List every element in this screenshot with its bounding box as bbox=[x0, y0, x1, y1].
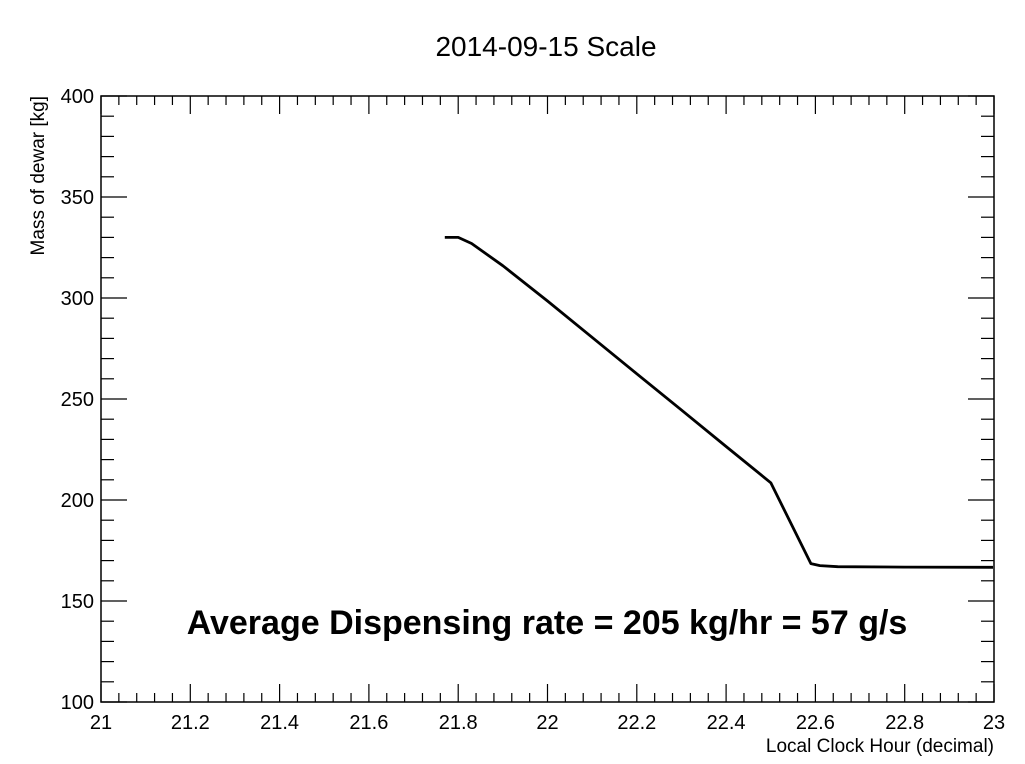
x-tick-label: 22.8 bbox=[885, 712, 924, 734]
x-tick-label: 22 bbox=[536, 712, 558, 734]
y-tick-label: 300 bbox=[61, 288, 94, 310]
x-tick-label: 22.2 bbox=[617, 712, 656, 734]
y-tick-label: 350 bbox=[61, 187, 94, 209]
x-axis-tick-labels: 21 21.2 21.4 21.6 21.8 22 22.2 22.4 22.6 22.8 23 bbox=[90, 712, 1005, 734]
y-axis-title: Mass of dewar [kg] bbox=[28, 96, 49, 255]
y-tick-label: 100 bbox=[61, 692, 94, 714]
x-tick-label: 21 bbox=[90, 712, 112, 734]
x-tick-label: 22.6 bbox=[796, 712, 835, 734]
x-tick-label: 23 bbox=[983, 712, 1005, 734]
y-axis-ticks bbox=[101, 95, 994, 703]
y-tick-label: 400 bbox=[61, 86, 94, 108]
y-axis-tick-labels: 100 150 200 250 300 350 400 bbox=[61, 86, 94, 714]
y-tick-label: 250 bbox=[61, 389, 94, 411]
dispensing-rate-annotation: Average Dispensing rate = 205 kg/hr = 57… bbox=[187, 604, 908, 642]
x-tick-label: 21.4 bbox=[260, 712, 299, 734]
y-tick-label: 200 bbox=[61, 490, 94, 512]
x-tick-label: 21.8 bbox=[439, 712, 478, 734]
x-axis-title: Local Clock Hour (decimal) bbox=[766, 736, 994, 757]
x-axis-ticks bbox=[100, 96, 995, 702]
y-tick-label: 150 bbox=[61, 591, 94, 613]
series-line-scale bbox=[444, 236, 994, 569]
chart-title: 2014-09-15 Scale bbox=[435, 31, 656, 62]
x-tick-label: 22.4 bbox=[707, 712, 746, 734]
x-tick-label: 21.2 bbox=[171, 712, 210, 734]
x-tick-label: 21.6 bbox=[349, 712, 388, 734]
